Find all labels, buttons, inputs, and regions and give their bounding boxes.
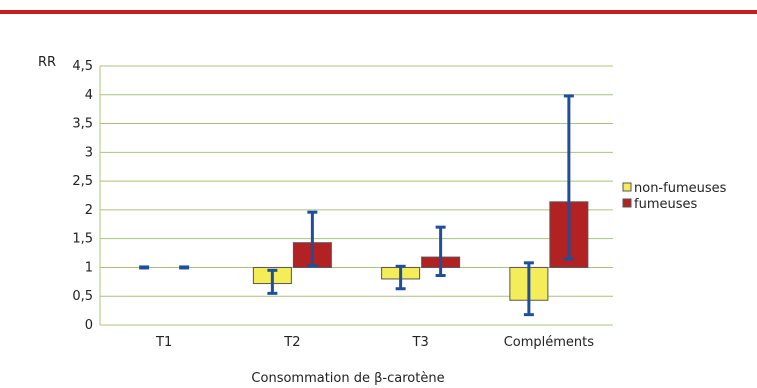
legend-label-non-fumeuses: non-fumeuses [634,181,727,196]
y-tick-label: 0,5 [72,289,93,304]
bars [252,201,589,301]
error-bar-non-fumeuses-T2 [267,268,278,295]
error-bar-non-fumeuses-Compléments [523,261,534,317]
y-axis-title: RR [38,55,56,70]
y-tick-label: 1,5 [72,232,93,247]
error-bars [139,94,574,317]
legend-swatch-non-fumeuses [622,182,632,192]
error-bar-fumeuses-T3 [435,225,446,278]
top-rule [0,10,757,14]
y-tick-label: 3,5 [72,117,93,132]
x-tick-label: T3 [412,335,429,350]
legend-swatch-fumeuses [622,198,632,208]
error-bar-fumeuses-T2 [307,210,318,268]
x-tick-label: T2 [283,335,300,350]
y-tick-label: 0 [85,318,93,333]
x-axis-title: Consommation de β-carotène [251,371,444,386]
y-tick-label: 2 [85,203,93,218]
error-bar-fumeuses-Compléments [563,94,574,261]
y-tick-label: 4,5 [72,59,93,74]
y-tick-label: 3 [85,145,93,160]
y-tick-label: 1 [85,260,93,275]
y-tick-labels: 0 0,5 1 1,5 2 2,5 3 3,5 4 4,5 [72,59,93,333]
legend: non-fumeuses fumeuses [622,181,727,212]
y-tick-label: 2,5 [72,174,93,189]
y-tick-label: 4 [85,88,93,103]
x-tick-label: T1 [155,335,172,350]
x-tick-labels: T1 T2 T3 Compléments [155,335,594,350]
legend-label-fumeuses: fumeuses [634,197,697,212]
x-tick-label: Compléments [504,335,595,350]
error-bar-non-fumeuses-T3 [395,264,406,291]
